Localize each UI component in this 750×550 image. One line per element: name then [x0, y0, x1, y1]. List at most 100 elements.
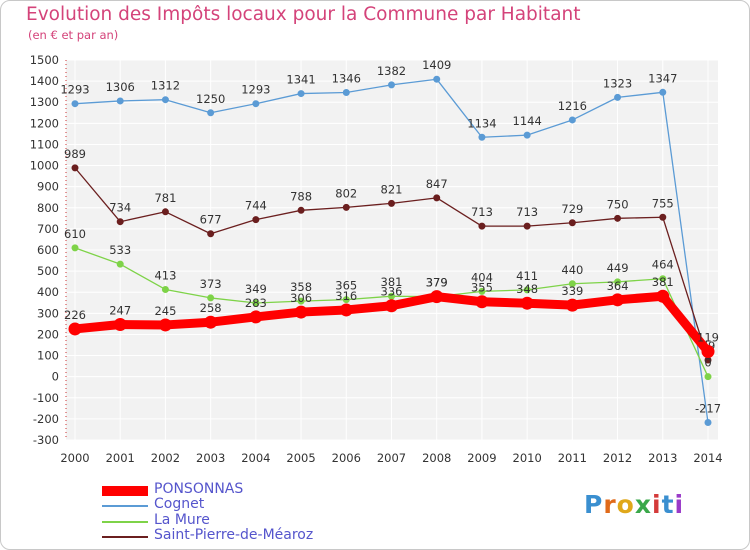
data-point-saint-pierre-de-m-aroz: [252, 216, 260, 224]
y-tick-label: 1300: [30, 95, 59, 109]
x-tick-label: 2001: [106, 451, 135, 465]
y-tick-label: 0: [52, 370, 59, 384]
data-label-la-mure: 533: [109, 243, 131, 257]
data-point-cognet: [478, 133, 486, 141]
data-point-saint-pierre-de-m-aroz: [207, 230, 215, 238]
data-label-saint-pierre-de-m-aroz: 755: [652, 196, 674, 210]
y-tick-label: 700: [37, 222, 59, 236]
data-point-cognet: [614, 93, 622, 101]
data-point-la-mure: [659, 275, 667, 283]
data-label-ponsonnas: 339: [561, 284, 583, 298]
data-point-ponsonnas: [249, 310, 263, 324]
data-label-ponsonnas: 381: [652, 275, 674, 289]
y-tick-label: 100: [37, 349, 59, 363]
data-point-la-mure: [568, 280, 576, 288]
data-label-saint-pierre-de-m-aroz: 750: [607, 197, 629, 211]
x-tick-label: 2014: [693, 451, 722, 465]
x-tick-label: 2002: [151, 451, 180, 465]
data-label-saint-pierre-de-m-aroz: 677: [200, 213, 222, 227]
data-label-la-mure: 449: [607, 261, 629, 275]
data-label-saint-pierre-de-m-aroz: 781: [154, 191, 176, 205]
y-tick-label: 1100: [30, 137, 59, 151]
data-point-cognet: [433, 75, 441, 83]
data-label-la-mure: 358: [290, 280, 312, 294]
data-point-cognet: [342, 89, 350, 97]
data-point-cognet: [207, 109, 215, 117]
logo-letter: i: [674, 490, 685, 519]
x-tick-label: 2007: [377, 451, 406, 465]
data-label-cognet: 1347: [648, 71, 677, 85]
proxiti-logo: Proxiti: [584, 490, 684, 519]
data-label-cognet: 1134: [467, 116, 496, 130]
data-label-ponsonnas: 336: [381, 285, 403, 299]
y-tick-label: 600: [37, 243, 59, 257]
data-label-ponsonnas: 226: [64, 308, 86, 322]
y-tick-label: -200: [33, 412, 59, 426]
data-point-la-mure: [523, 286, 531, 294]
data-label-ponsonnas: 283: [245, 296, 267, 310]
chart-title: Evolution des Impôts locaux pour la Comm…: [26, 4, 581, 25]
data-label-ponsonnas: 355: [471, 281, 493, 295]
data-point-la-mure: [478, 287, 486, 295]
x-tick-label: 2013: [648, 451, 677, 465]
data-label-cognet: 1144: [513, 114, 542, 128]
logo-letter: t: [661, 490, 675, 519]
data-point-la-mure: [342, 296, 350, 304]
data-point-la-mure: [252, 299, 260, 307]
data-point-ponsonnas: [385, 299, 398, 313]
data-point-la-mure: [207, 294, 215, 302]
data-label-cognet: 1346: [332, 72, 361, 86]
legend-label-saint-pierre-de-mearoz: Saint-Pierre-de-Méaroz: [154, 526, 314, 543]
x-tick-label: 2005: [286, 451, 315, 465]
data-label-la-mure: 349: [245, 282, 267, 296]
data-label-ponsonnas: 119: [697, 331, 719, 345]
data-point-ponsonnas: [158, 318, 172, 332]
legend-swatch-cognet: [102, 505, 148, 508]
data-point-saint-pierre-de-m-aroz: [116, 218, 124, 226]
y-tick-label: 900: [37, 180, 59, 194]
data-label-cognet: 1382: [377, 64, 406, 78]
data-label-ponsonnas: 379: [426, 276, 448, 290]
data-point-saint-pierre-de-m-aroz: [568, 219, 576, 227]
x-tick-label: 2012: [603, 451, 632, 465]
x-tick-label: 2008: [422, 451, 451, 465]
x-tick-label: 2006: [332, 451, 361, 465]
legend-label-ponsonnas: PONSONNAS: [154, 481, 244, 497]
data-point-cognet: [704, 418, 712, 426]
data-label-cognet: 1250: [196, 92, 225, 106]
logo-letter: o: [616, 490, 635, 519]
data-label-saint-pierre-de-m-aroz: 847: [426, 177, 448, 191]
data-point-saint-pierre-de-m-aroz: [659, 213, 667, 221]
data-point-saint-pierre-de-m-aroz: [161, 208, 169, 216]
data-label-cognet: 1323: [603, 76, 632, 90]
data-label-ponsonnas: 316: [335, 289, 357, 303]
data-label-ponsonnas: 247: [109, 304, 131, 318]
data-label-la-mure: 404: [471, 270, 493, 284]
data-point-cognet: [116, 97, 124, 105]
data-label-ponsonnas: 245: [154, 304, 176, 318]
data-point-ponsonnas: [68, 322, 82, 336]
y-tick-label: 200: [37, 327, 59, 341]
data-point-ponsonnas: [611, 293, 625, 307]
data-label-la-mure: 440: [561, 263, 583, 277]
x-tick-label: 2009: [467, 451, 496, 465]
data-label-la-mure: 381: [381, 275, 403, 289]
data-point-cognet: [161, 96, 169, 104]
y-tick-label: 1500: [30, 53, 59, 67]
data-label-ponsonnas: 364: [607, 279, 629, 293]
data-point-cognet: [71, 100, 79, 108]
data-point-saint-pierre-de-m-aroz: [71, 164, 79, 172]
data-point-ponsonnas: [430, 290, 444, 304]
data-point-saint-pierre-de-m-aroz: [342, 203, 350, 211]
y-tick-label: 500: [37, 264, 59, 278]
data-label-la-mure: 464: [652, 258, 674, 272]
data-point-ponsonnas: [294, 305, 308, 319]
data-point-cognet: [388, 81, 395, 89]
data-point-cognet: [252, 100, 260, 108]
y-tick-label: 1400: [30, 74, 59, 88]
data-label-cognet: 1306: [106, 80, 135, 94]
data-point-saint-pierre-de-m-aroz: [478, 222, 486, 230]
data-point-ponsonnas: [656, 289, 670, 303]
data-point-cognet: [659, 88, 667, 96]
